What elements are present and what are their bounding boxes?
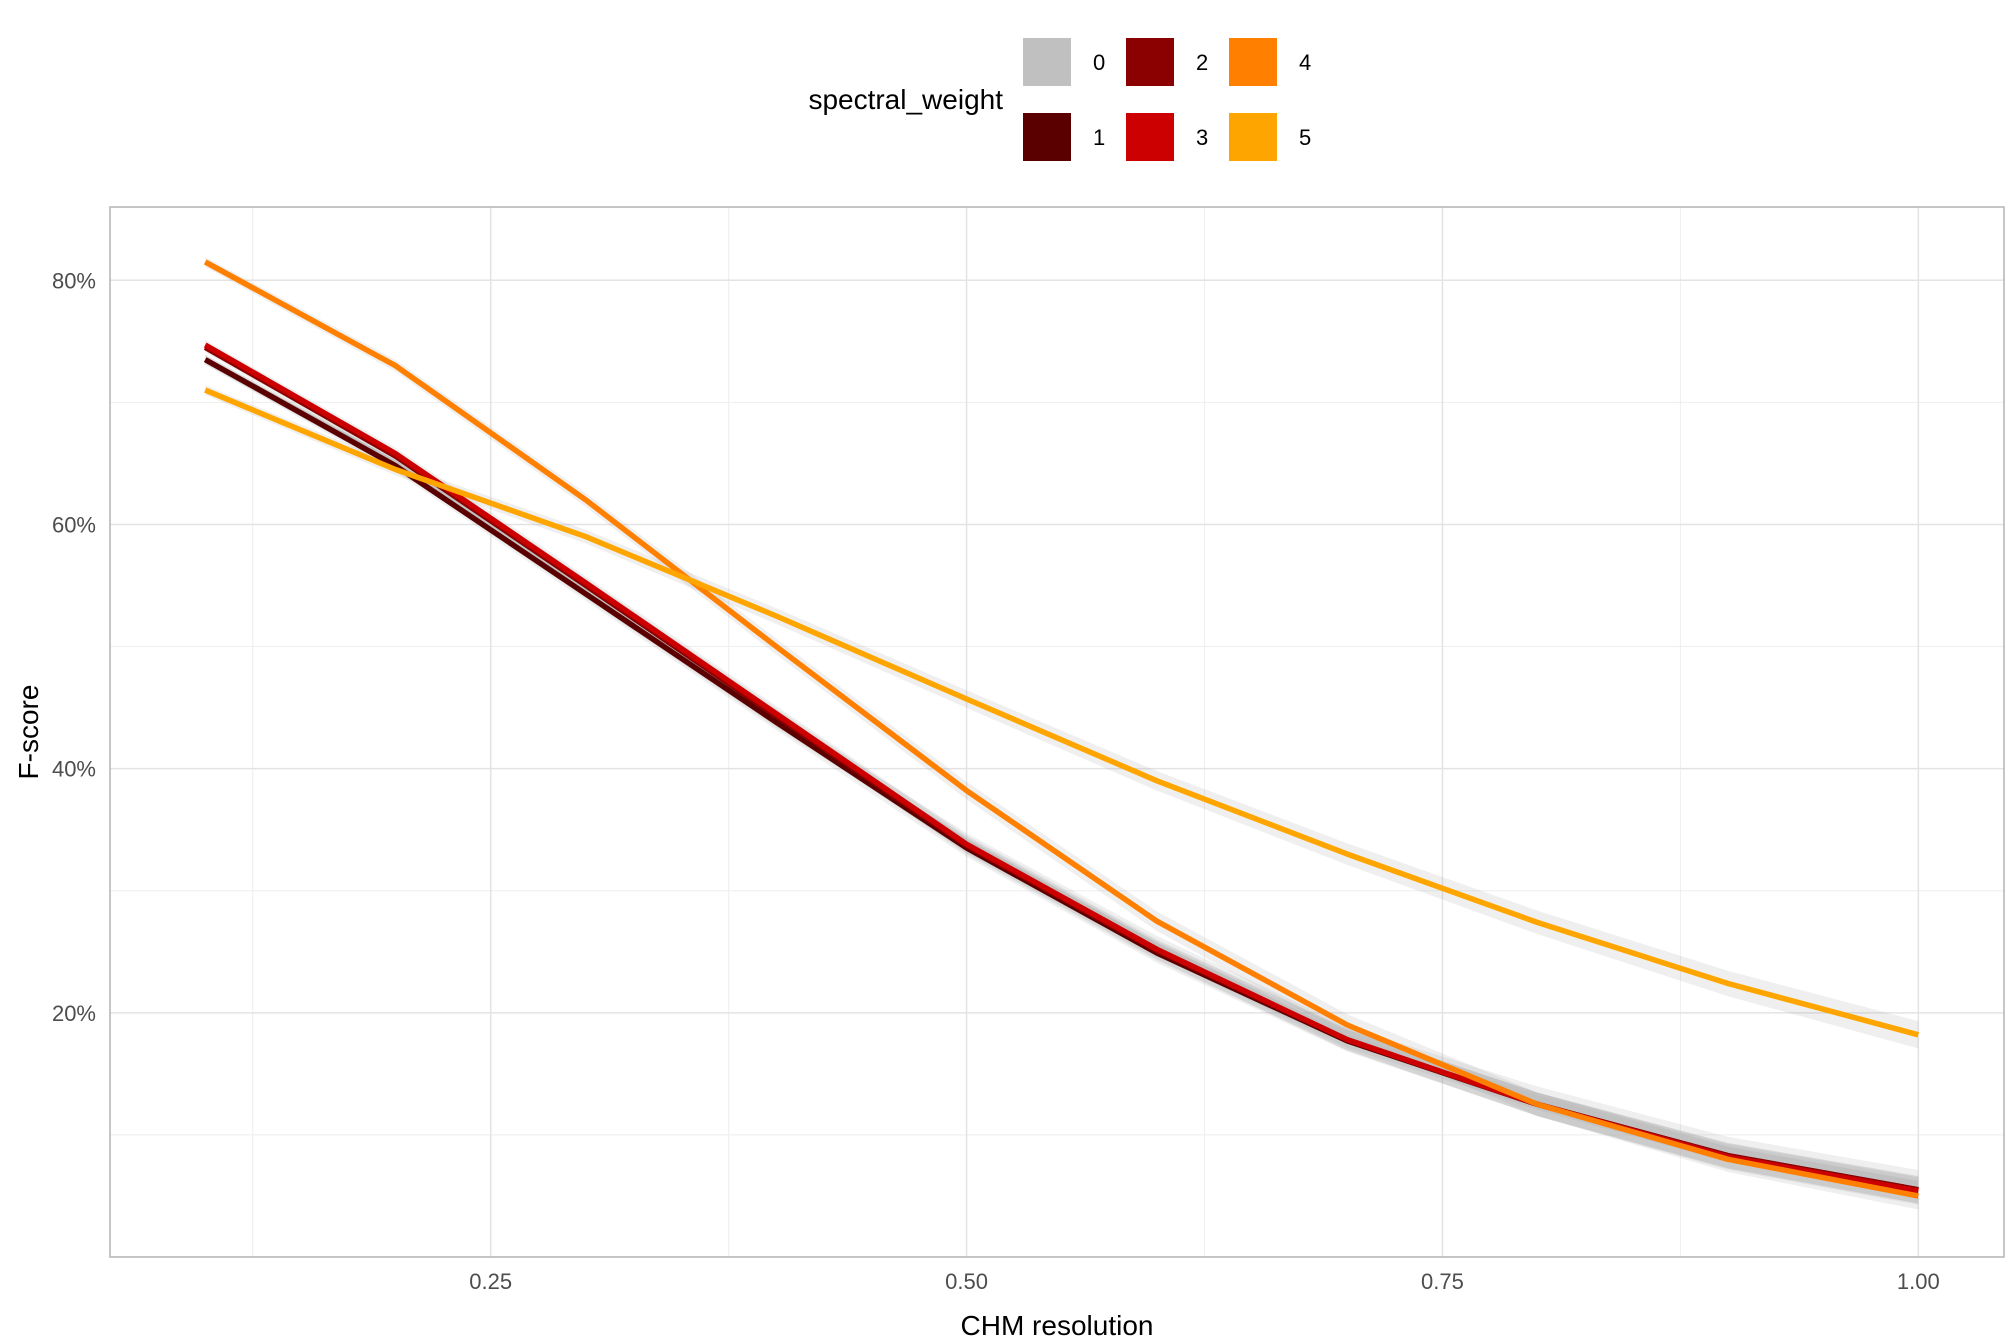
x-tick-label: 0.50: [945, 1269, 988, 1294]
legend: spectral_weight 0 1 2 3 4 5: [808, 38, 1311, 161]
series-lines: [203, 259, 1920, 1199]
legend-label-2: 2: [1196, 50, 1208, 75]
y-tick-label: 40%: [52, 757, 96, 782]
grid-major: [110, 207, 2004, 1257]
legend-title: spectral_weight: [808, 84, 1003, 115]
x-tick-label: 1.00: [1897, 1269, 1940, 1294]
panel-border: [109, 206, 2005, 1258]
legend-key-0: [1023, 38, 1071, 86]
x-axis-title: CHM resolution: [961, 1310, 1154, 1341]
legend-key-3: [1126, 113, 1174, 161]
y-tick-label: 60%: [52, 512, 96, 537]
legend-label-0: 0: [1093, 50, 1105, 75]
legend-label-5: 5: [1299, 125, 1311, 150]
y-axis-ticks: 20% 40% 60% 80%: [52, 268, 96, 1026]
line-series-5: [204, 387, 1920, 1038]
legend-label-4: 4: [1299, 50, 1311, 75]
legend-key-4: [1229, 38, 1277, 86]
x-tick-label: 0.75: [1421, 1269, 1464, 1294]
line-series-4: [203, 259, 1919, 1199]
legend-label-1: 1: [1093, 125, 1105, 150]
x-tick-label: 0.25: [469, 1269, 512, 1294]
y-tick-label: 20%: [52, 1001, 96, 1026]
legend-key-2: [1126, 38, 1174, 86]
legend-key-1: [1023, 113, 1071, 161]
x-axis-ticks: 0.25 0.50 0.75 1.00: [469, 1269, 1939, 1294]
y-axis-title: F-score: [13, 685, 44, 780]
y-tick-label: 80%: [52, 268, 96, 293]
series-layer: [203, 257, 1920, 1210]
legend-label-3: 3: [1196, 125, 1208, 150]
legend-key-5: [1229, 113, 1277, 161]
ribbon-series-5: [205, 385, 1919, 1049]
